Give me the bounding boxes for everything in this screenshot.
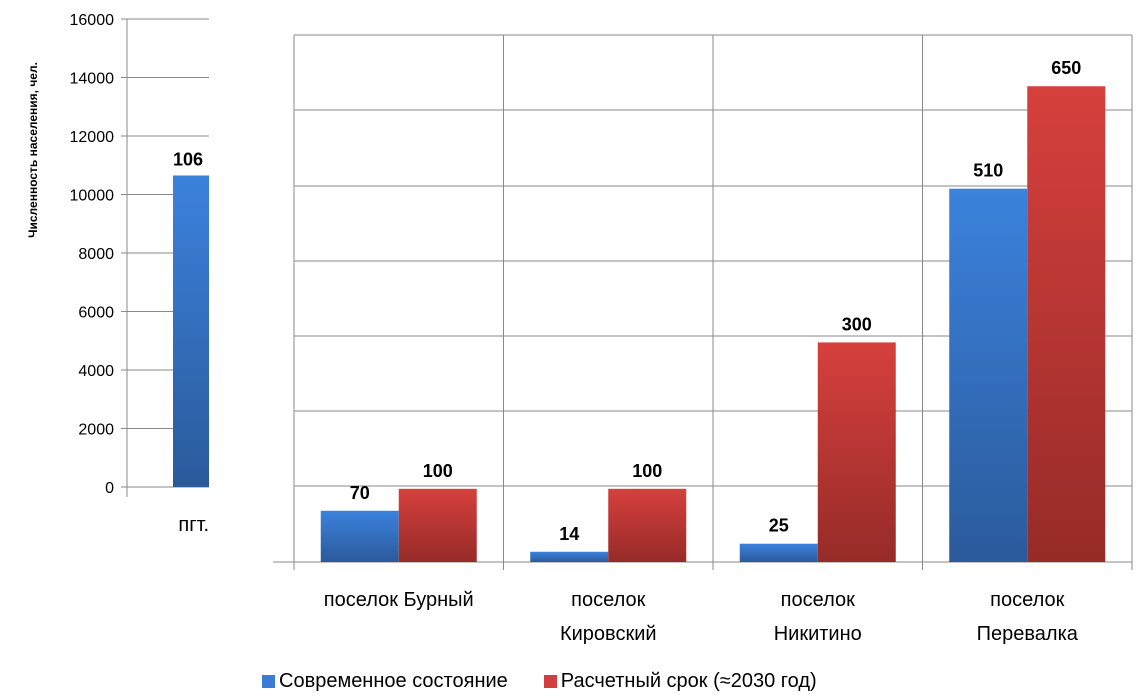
left-y-tick-label: 0 — [105, 480, 114, 497]
data-label-current: 14 — [559, 524, 579, 544]
bar-forecast — [1027, 86, 1106, 562]
bar-current — [949, 188, 1028, 563]
category-label: поселок — [571, 589, 645, 611]
data-label-current: 25 — [769, 516, 789, 536]
left-y-tick-label: 14000 — [70, 71, 115, 88]
data-label-forecast: 100 — [632, 461, 662, 481]
category-label: Перевалка — [977, 623, 1079, 645]
left-y-tick-label: 10000 — [70, 188, 115, 205]
legend-item-current: Современное состояние — [262, 670, 508, 693]
data-label-forecast: 300 — [842, 314, 872, 334]
left-category-label: пгт. — [178, 514, 209, 536]
left-y-tick-label: 4000 — [78, 363, 114, 380]
left-y-tick-label: 2000 — [78, 422, 114, 439]
left-bar — [173, 175, 209, 488]
category-label: поселок — [990, 589, 1064, 611]
category-label: Кировский — [560, 623, 657, 645]
legend-swatch-forecast — [543, 674, 557, 688]
bar-current — [530, 551, 609, 562]
left-y-tick-label: 6000 — [78, 305, 114, 322]
left-y-tick-label: 12000 — [70, 129, 115, 146]
legend-label-current: Современное состояние — [279, 669, 508, 692]
left-y-tick-label: 8000 — [78, 246, 114, 263]
legend-swatch-current — [262, 674, 275, 688]
bar-forecast — [398, 488, 477, 562]
category-label: поселок — [781, 589, 855, 611]
y-axis-title: Численность населения, чел. — [26, 62, 40, 238]
data-label-forecast: 650 — [1051, 58, 1081, 78]
legend-item-forecast: Расчетный срок (≈2030 год) — [543, 669, 817, 693]
left-y-tick-label: 16000 — [70, 12, 115, 29]
data-label-current: 510 — [973, 161, 1003, 181]
category-label: Никитино — [774, 623, 862, 645]
left-bar-data-label: 106 — [173, 149, 203, 169]
legend-label-forecast: Расчетный срок (≈2030 год) — [560, 669, 817, 692]
bar-current — [739, 543, 818, 562]
legend: Современное состояние Расчетный срок (≈2… — [262, 668, 853, 694]
bar-forecast — [817, 342, 896, 562]
right-chart: 70 100 поселок Бурный 14 100 поселок Кировский… — [273, 34, 1133, 645]
data-label-current: 70 — [350, 483, 370, 503]
data-label-forecast: 100 — [423, 461, 453, 481]
bar-current — [320, 510, 399, 562]
left-chart: 0 2000 4000 6000 8000 10000 12000 14000 16000 Чис… — [26, 12, 209, 536]
category-label: поселок Бурный — [324, 589, 474, 611]
bar-forecast — [608, 488, 687, 562]
